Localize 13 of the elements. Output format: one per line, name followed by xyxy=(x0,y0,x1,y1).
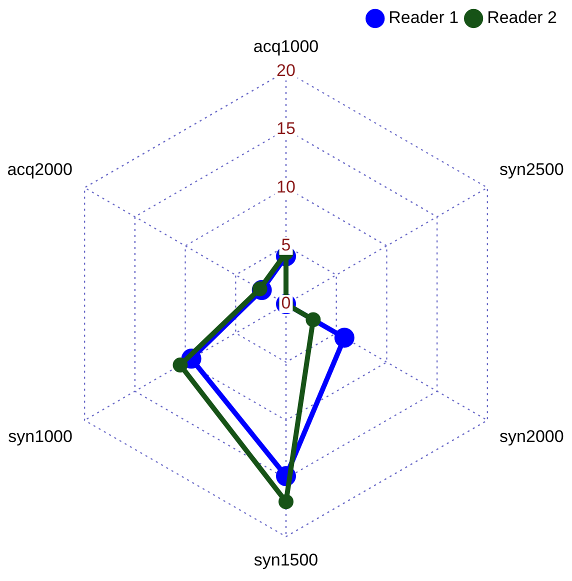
legend-label: Reader 1 xyxy=(388,8,459,28)
spoke-label: acq2000 xyxy=(7,160,72,180)
y-tick-label: 10 xyxy=(276,177,296,196)
spoke-label: acq1000 xyxy=(253,36,319,56)
spoke-label: syn1000 xyxy=(8,427,72,446)
spoke-label: syn2500 xyxy=(500,160,564,180)
y-tick-label: 5 xyxy=(281,236,291,255)
legend-label: Reader 2 xyxy=(487,8,558,28)
spoke-label: syn2000 xyxy=(500,427,564,446)
y-tick-label: 15 xyxy=(276,119,296,138)
y-tick-label: 20 xyxy=(276,61,296,80)
y-tick-label: 0 xyxy=(281,294,291,313)
spoke-label: syn1500 xyxy=(254,550,318,570)
